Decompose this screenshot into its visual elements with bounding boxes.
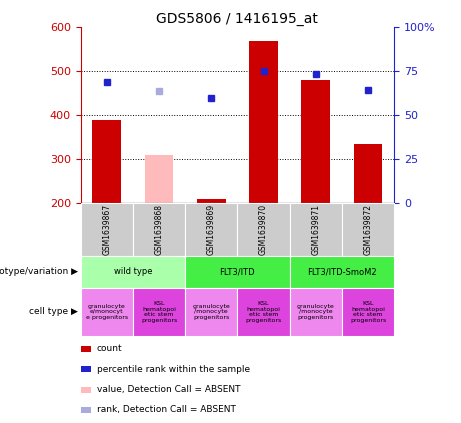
Text: FLT3/ITD: FLT3/ITD bbox=[219, 267, 255, 276]
Text: KSL
hematopoi
etic stem
progenitors: KSL hematopoi etic stem progenitors bbox=[350, 301, 386, 323]
Bar bbox=[92, 120, 121, 203]
Text: GSM1639872: GSM1639872 bbox=[364, 204, 372, 255]
Bar bbox=[197, 199, 226, 203]
Text: count: count bbox=[97, 344, 123, 354]
Text: FLT3/ITD-SmoM2: FLT3/ITD-SmoM2 bbox=[307, 267, 377, 276]
Title: GDS5806 / 1416195_at: GDS5806 / 1416195_at bbox=[156, 12, 319, 27]
Text: cell type ▶: cell type ▶ bbox=[30, 308, 78, 316]
Text: KSL
hematopoi
etic stem
progenitors: KSL hematopoi etic stem progenitors bbox=[141, 301, 177, 323]
Text: genotype/variation ▶: genotype/variation ▶ bbox=[0, 267, 78, 276]
Text: rank, Detection Call = ABSENT: rank, Detection Call = ABSENT bbox=[97, 405, 236, 415]
Bar bbox=[145, 155, 173, 203]
Text: GSM1639869: GSM1639869 bbox=[207, 204, 216, 255]
Bar bbox=[249, 41, 278, 203]
Bar bbox=[301, 80, 330, 203]
Text: granulocyte
/monocyte
progenitors: granulocyte /monocyte progenitors bbox=[192, 304, 230, 320]
Text: KSL
hematopoi
etic stem
progenitors: KSL hematopoi etic stem progenitors bbox=[245, 301, 282, 323]
Text: GSM1639868: GSM1639868 bbox=[154, 204, 164, 255]
Text: granulocyte
/monocyte
progenitors: granulocyte /monocyte progenitors bbox=[297, 304, 335, 320]
Text: GSM1639867: GSM1639867 bbox=[102, 204, 111, 255]
Text: wild type: wild type bbox=[114, 267, 152, 276]
Text: percentile rank within the sample: percentile rank within the sample bbox=[97, 365, 250, 374]
Text: GSM1639871: GSM1639871 bbox=[311, 204, 320, 255]
Text: value, Detection Call = ABSENT: value, Detection Call = ABSENT bbox=[97, 385, 241, 394]
Text: granulocyte
e/monocyt
e progenitors: granulocyte e/monocyt e progenitors bbox=[86, 304, 128, 320]
Bar bbox=[354, 144, 382, 203]
Text: GSM1639870: GSM1639870 bbox=[259, 204, 268, 255]
